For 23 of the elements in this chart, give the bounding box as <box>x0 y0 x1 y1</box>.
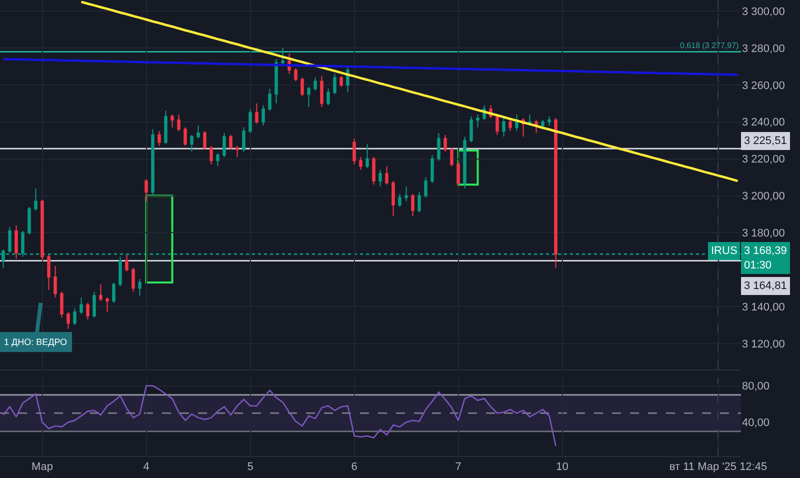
y-tick-label: 3 220,00 <box>742 154 785 166</box>
y-tick-label: 3 240,00 <box>742 116 785 129</box>
x-tick-label: вт 11 Мар '25 12:45 <box>669 461 768 474</box>
y-tick-label: 40,00 <box>742 417 770 430</box>
y-tick-label: 3 200,00 <box>742 190 785 203</box>
y-tick-label: 3 260,00 <box>742 80 785 92</box>
x-tick-label: 6 <box>351 461 358 474</box>
x-tick-label: Мар <box>31 461 54 474</box>
x-tick-label: 4 <box>143 461 150 474</box>
ref-line-label: IRUS 3 168,39 01:30 <box>711 245 787 272</box>
x-tick-label: 5 <box>247 461 254 474</box>
y-tick-label: 3 140,00 <box>742 301 785 314</box>
y-tick-label: 3 280,00 <box>742 42 785 55</box>
x-tick-label: 7 <box>455 461 462 474</box>
x-tick-label: 10 <box>556 461 568 474</box>
y-tick-label: 3 300,00 <box>742 6 785 18</box>
ref-line-label: 3 164,81 <box>744 280 787 292</box>
ref-line-label: 3 225,51 <box>744 135 787 147</box>
y-tick-label: 3 180,00 <box>742 228 785 240</box>
annotation: 0,618 (3 277,97) <box>680 41 740 50</box>
y-tick-label: 3 120,00 <box>742 338 785 350</box>
annotation: 1 ДНО: ВЕДРО <box>4 337 68 347</box>
y-tick-label: 80,00 <box>742 380 770 393</box>
